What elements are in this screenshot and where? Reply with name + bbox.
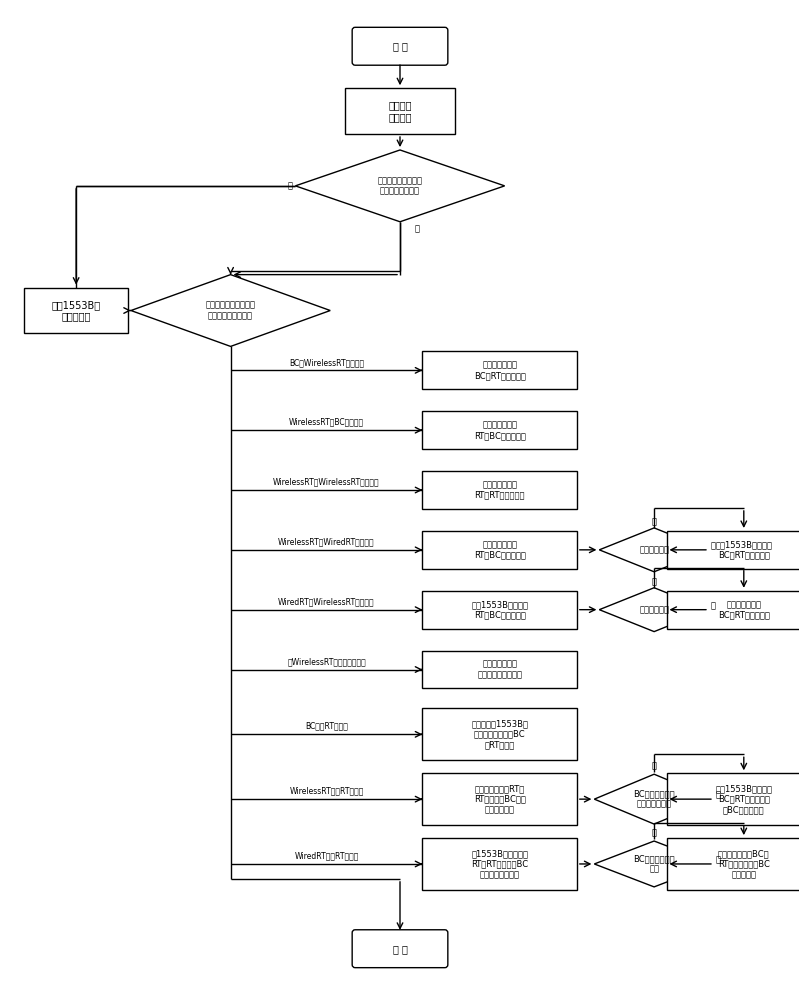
Text: 判断发送端还是接收端
发生故障与消息类型: 判断发送端还是接收端 发生故障与消息类型	[206, 301, 255, 320]
Polygon shape	[594, 841, 714, 887]
Text: 使用1553B总线执行
BC至RT的数据传输: 使用1553B总线执行 BC至RT的数据传输	[715, 540, 772, 560]
Bar	[345, 88, 455, 135]
Text: BC至WirelessRT数据传输: BC至WirelessRT数据传输	[289, 358, 364, 367]
Text: WirelessRT至BC数据传输: WirelessRT至BC数据传输	[289, 417, 364, 426]
Text: 数据传输失败: 数据传输失败	[639, 545, 669, 555]
Text: WirelessRT至WirelessRT数据传输: WirelessRT至WirelessRT数据传输	[273, 478, 380, 487]
Bar	[422, 531, 577, 569]
Bar	[422, 651, 577, 688]
Text: 在无线域内执行
BC至RT的数据传输: 在无线域内执行 BC至RT的数据传输	[718, 600, 770, 619]
Bar	[666, 773, 800, 825]
Text: WirelessRT至WiredRT数据传输: WirelessRT至WiredRT数据传输	[278, 537, 375, 546]
Text: 对WirelessRT的方式指令传输: 对WirelessRT的方式指令传输	[287, 657, 366, 666]
Text: 查询连接
故障列表: 查询连接 故障列表	[388, 100, 412, 122]
Text: 否: 否	[711, 541, 716, 550]
Text: 在无线域内执行BC至
RT的广播，广播BC
的缓存内容: 在无线域内执行BC至 RT的广播，广播BC 的缓存内容	[718, 850, 770, 879]
Bar	[666, 590, 800, 629]
Text: WiredRT向各RT的广播: WiredRT向各RT的广播	[294, 852, 358, 860]
Polygon shape	[295, 150, 505, 222]
Bar	[666, 531, 800, 569]
Text: 使用1553B总线执行
RT至BC的数据传输: 使用1553B总线执行 RT至BC的数据传输	[471, 600, 528, 619]
Text: 在无线域内执行
RT至BC的数据传输: 在无线域内执行 RT至BC的数据传输	[474, 420, 526, 440]
Text: 发送或接收端是否存
在于连接故障列表: 发送或接收端是否存 在于连接故障列表	[378, 176, 422, 196]
Text: 否: 否	[716, 855, 721, 864]
Text: 开 始: 开 始	[393, 42, 407, 51]
Text: BC向各RT的广播: BC向各RT的广播	[305, 722, 348, 731]
Text: 否: 否	[288, 181, 293, 190]
Text: 在1553B总线中执行
RT至RT的广播，BC
侦听缓存广播内容: 在1553B总线中执行 RT至RT的广播，BC 侦听缓存广播内容	[471, 850, 528, 879]
Text: 是: 是	[415, 225, 420, 233]
Bar	[422, 590, 577, 629]
Bar	[24, 288, 129, 333]
FancyBboxPatch shape	[352, 930, 448, 967]
Text: WirelessRT向各RT的广播: WirelessRT向各RT的广播	[290, 786, 364, 796]
Polygon shape	[594, 774, 714, 824]
Bar	[422, 838, 577, 890]
Text: 是: 是	[652, 762, 657, 770]
Bar	[422, 351, 577, 390]
Text: 在无线域和1553B总
线中同时执行方式BC
至RT的广播: 在无线域和1553B总 线中同时执行方式BC 至RT的广播	[471, 719, 528, 750]
Text: 在无线域内执行RT至
RT的广播，BC侦听
缓存广播内容: 在无线域内执行RT至 RT的广播，BC侦听 缓存广播内容	[474, 784, 526, 814]
Text: WiredRT至WirelessRT数据传输: WiredRT至WirelessRT数据传输	[278, 597, 375, 606]
Text: 在无线域内执行
RT至RT的数据传输: 在无线域内执行 RT至RT的数据传输	[474, 481, 525, 499]
Text: 在无线域内执行
方式指令传输的传输: 在无线域内执行 方式指令传输的传输	[477, 660, 522, 679]
Text: 否: 否	[711, 601, 716, 610]
Text: 是: 是	[652, 578, 657, 586]
Text: 结 束: 结 束	[393, 944, 407, 953]
Text: BC接收到的数据
错误: BC接收到的数据 错误	[634, 854, 675, 873]
Polygon shape	[599, 587, 709, 632]
Text: 数据传输失败: 数据传输失败	[639, 605, 669, 614]
Bar	[422, 471, 577, 509]
Bar	[422, 773, 577, 825]
Text: 在无线域内执行
BC至RT的数据传输: 在无线域内执行 BC至RT的数据传输	[474, 361, 526, 380]
Text: BC未侦听或者侦
听到的数据错误: BC未侦听或者侦 听到的数据错误	[634, 789, 675, 809]
Text: 使用1553B总
线传输消息: 使用1553B总 线传输消息	[51, 300, 101, 321]
Text: 是: 是	[652, 829, 657, 838]
FancyBboxPatch shape	[352, 28, 448, 65]
Polygon shape	[599, 528, 709, 572]
Bar	[422, 708, 577, 761]
Text: 使用1553B总线执行
BC至RT的广播，广
播BC的缓存内容: 使用1553B总线执行 BC至RT的广播，广 播BC的缓存内容	[715, 784, 772, 814]
Text: 否: 否	[716, 790, 721, 800]
Text: 是: 是	[652, 517, 657, 526]
Bar	[422, 411, 577, 449]
Bar	[666, 838, 800, 890]
Polygon shape	[131, 275, 330, 346]
Text: 在无线域内执行
RT至BC的数据传输: 在无线域内执行 RT至BC的数据传输	[474, 540, 526, 560]
